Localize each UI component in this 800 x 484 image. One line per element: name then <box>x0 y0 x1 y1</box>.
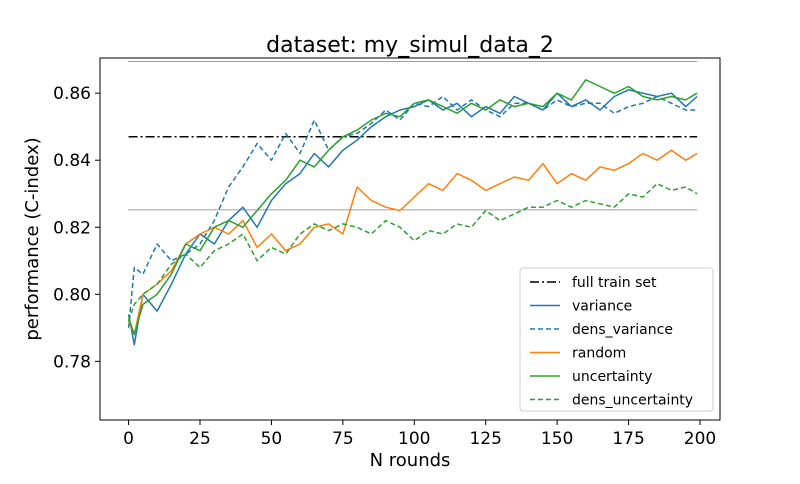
y-tick-label: 0.78 <box>53 352 91 372</box>
x-tick-label: 100 <box>398 429 430 449</box>
x-axis-ticks: 0 25 50 75 100 125 150 175 200 <box>123 420 716 449</box>
y-axis-label: performance (C-index) <box>22 137 43 340</box>
series-line-variance <box>127 89 698 346</box>
legend-label: uncertainty <box>572 369 652 385</box>
y-tick-label: 0.82 <box>53 218 91 238</box>
y-tick-label: 0.84 <box>53 151 91 171</box>
x-tick-label: 0 <box>123 429 134 449</box>
legend: full train set variance dens_variancerando… <box>519 267 714 412</box>
series-line-dens-uncertainty <box>127 182 698 322</box>
x-axis-label: N rounds <box>370 450 451 471</box>
legend-label: dens_variance <box>572 322 673 338</box>
y-tick-label: 0.86 <box>53 84 91 104</box>
legend-label: variance <box>572 299 632 315</box>
series-group <box>127 79 698 346</box>
legend-label: random <box>572 346 626 362</box>
x-tick-label: 175 <box>612 429 644 449</box>
x-tick-label: 50 <box>261 429 283 449</box>
y-tick-label: 0.80 <box>53 285 91 305</box>
series-line-dens-variance <box>127 95 698 328</box>
x-tick-label: 200 <box>684 429 716 449</box>
legend-label: full train set <box>572 275 657 291</box>
y-axis-ticks: 0.78 0.80 0.82 0.84 0.86 <box>53 84 100 372</box>
x-tick-label: 125 <box>469 429 501 449</box>
plot-frame <box>99 57 721 421</box>
reference-lines <box>128 60 698 211</box>
chart-title: dataset: my_simul_data_2 <box>266 33 554 58</box>
legend-label: dens_uncertainty <box>572 393 693 409</box>
series-line-random <box>127 149 698 336</box>
x-tick-label: 25 <box>189 429 211 449</box>
x-tick-label: 150 <box>541 429 573 449</box>
x-tick-label: 75 <box>332 429 354 449</box>
legend-box <box>519 267 714 412</box>
series-line-uncertainty <box>127 79 698 336</box>
